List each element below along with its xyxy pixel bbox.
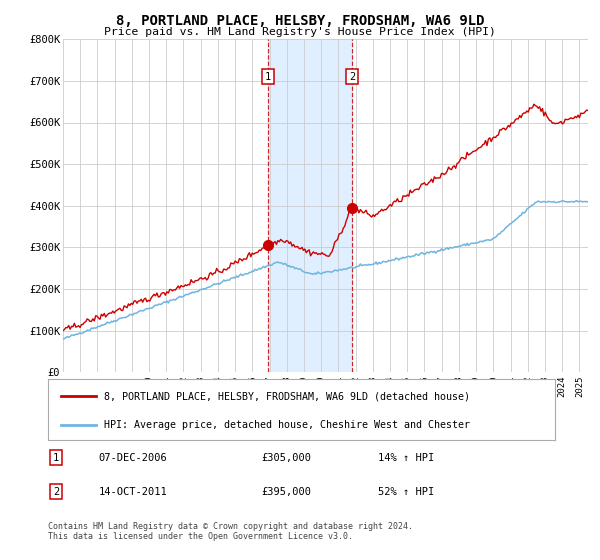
Bar	[268, 39, 352, 372]
Text: 14% ↑ HPI: 14% ↑ HPI	[377, 452, 434, 463]
Text: 52% ↑ HPI: 52% ↑ HPI	[377, 487, 434, 497]
Text: £305,000: £305,000	[261, 452, 311, 463]
Text: 14-OCT-2011: 14-OCT-2011	[98, 487, 167, 497]
Text: HPI: Average price, detached house, Cheshire West and Chester: HPI: Average price, detached house, Ches…	[104, 420, 470, 430]
Text: 8, PORTLAND PLACE, HELSBY, FRODSHAM, WA6 9LD: 8, PORTLAND PLACE, HELSBY, FRODSHAM, WA6…	[116, 14, 484, 28]
Text: Price paid vs. HM Land Registry's House Price Index (HPI): Price paid vs. HM Land Registry's House …	[104, 27, 496, 37]
Text: 2: 2	[53, 487, 59, 497]
Text: £395,000: £395,000	[261, 487, 311, 497]
Text: Contains HM Land Registry data © Crown copyright and database right 2024.
This d: Contains HM Land Registry data © Crown c…	[48, 522, 413, 542]
Text: 07-DEC-2006: 07-DEC-2006	[98, 452, 167, 463]
Text: 1: 1	[53, 452, 59, 463]
Text: 8, PORTLAND PLACE, HELSBY, FRODSHAM, WA6 9LD (detached house): 8, PORTLAND PLACE, HELSBY, FRODSHAM, WA6…	[104, 391, 470, 401]
Text: 2: 2	[349, 72, 355, 82]
Text: 1: 1	[265, 72, 271, 82]
